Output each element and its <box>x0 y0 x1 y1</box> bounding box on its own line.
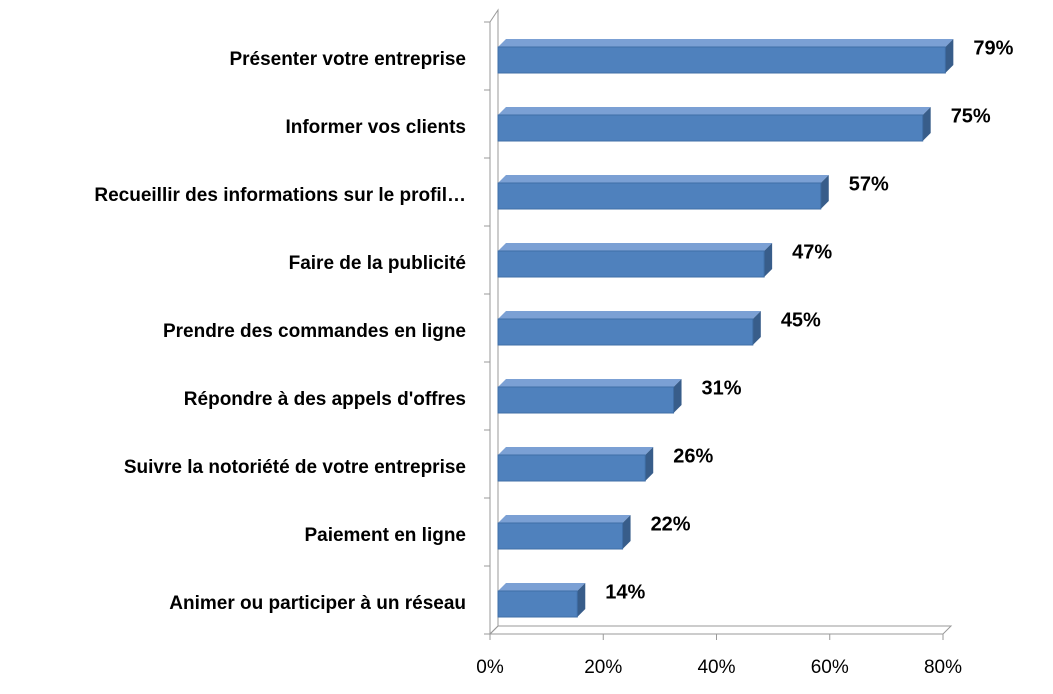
bar <box>497 522 624 550</box>
bar <box>497 182 822 210</box>
value-label: 47% <box>792 241 832 263</box>
value-label: 26% <box>673 445 713 467</box>
x-tick-label: 0% <box>476 657 504 678</box>
bar <box>497 590 578 618</box>
bar-top <box>498 311 761 319</box>
bar-top <box>498 175 829 183</box>
bar-side <box>622 515 631 549</box>
axis-floor <box>488 625 953 635</box>
bar <box>497 46 946 74</box>
bar <box>497 454 646 482</box>
bar-side <box>752 311 761 345</box>
value-label: 45% <box>781 309 821 331</box>
bar-side <box>820 175 829 209</box>
x-tick-label: 20% <box>584 657 622 678</box>
y-tick-label: Animer ou participer à un réseau <box>169 593 466 614</box>
y-tick-label: Répondre à des appels d'offres <box>184 389 466 410</box>
bar <box>497 250 765 278</box>
axis-wall <box>489 8 499 636</box>
bar-side <box>945 39 954 73</box>
x-tick-label: 40% <box>697 657 735 678</box>
value-label: 22% <box>651 513 691 535</box>
bar-top <box>498 379 682 387</box>
bar-top <box>498 107 931 115</box>
bar-side <box>673 379 682 413</box>
bar-top <box>498 243 773 251</box>
value-label: 79% <box>973 37 1013 59</box>
y-tick-label: Informer vos clients <box>285 117 466 138</box>
bar <box>497 386 675 414</box>
x-tick-label: 60% <box>811 657 849 678</box>
bar <box>497 318 754 346</box>
value-label: 75% <box>951 105 991 127</box>
x-tick-label: 80% <box>924 657 962 678</box>
value-label: 31% <box>702 377 742 399</box>
bar-side <box>577 583 586 617</box>
bar-top <box>498 447 654 455</box>
bar-top <box>498 39 954 47</box>
y-tick-label: Suivre la notoriété de votre entreprise <box>124 457 466 478</box>
y-tick-label: Présenter votre entreprise <box>229 49 466 70</box>
bar-side <box>645 447 654 481</box>
bar <box>497 114 924 142</box>
bar-top <box>498 583 586 591</box>
y-tick-label: Faire de la publicité <box>289 253 466 274</box>
y-tick-label: Prendre des commandes en ligne <box>163 321 466 342</box>
y-tick-label: Paiement en ligne <box>304 525 466 546</box>
y-tick-label: Recueillir des informations sur le profi… <box>94 185 466 206</box>
bar-top <box>498 515 631 523</box>
value-label: 57% <box>849 173 889 195</box>
bar-side <box>922 107 931 141</box>
value-label: 14% <box>605 581 645 603</box>
bar-side <box>764 243 773 277</box>
